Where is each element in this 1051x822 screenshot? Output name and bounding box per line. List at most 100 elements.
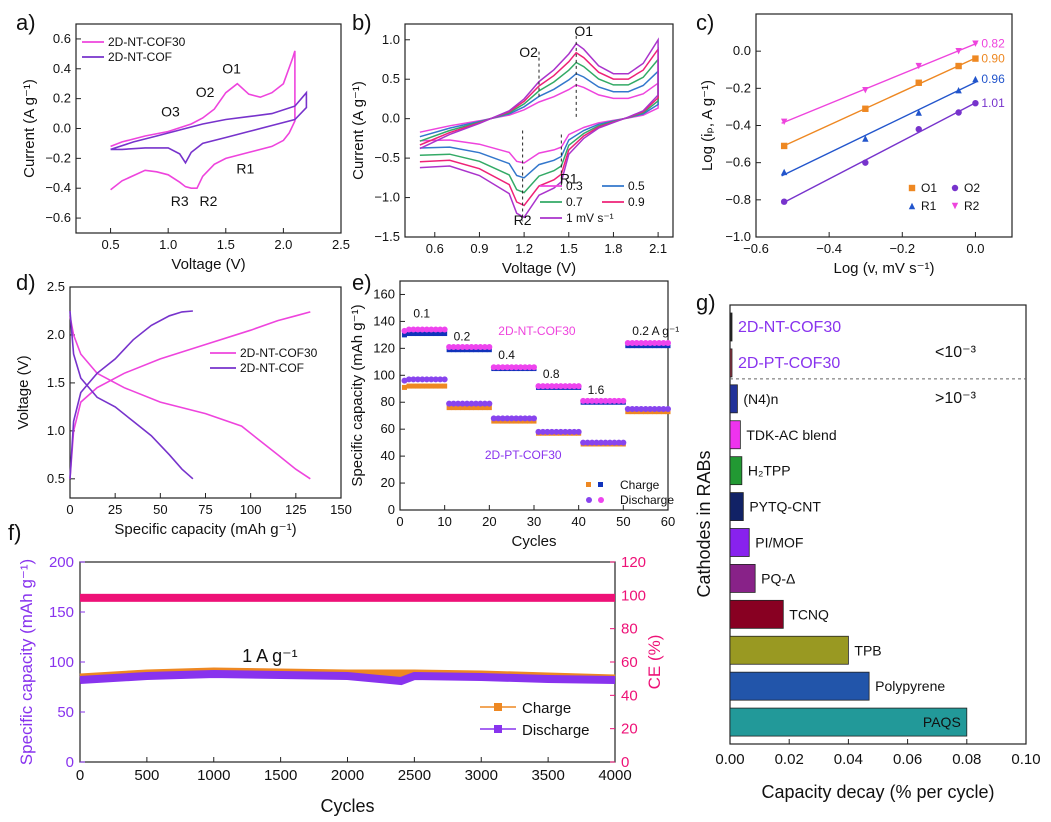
legend-label: R2 (964, 199, 980, 213)
legend-label: 0.5 (628, 179, 645, 193)
pt-discharge-point (598, 439, 604, 446)
peak-label: O2 (519, 44, 538, 60)
pt-discharge-point (499, 415, 506, 422)
nt-discharge-point (624, 339, 631, 346)
bar-label: PYTQ-CNT (749, 499, 821, 515)
pt-discharge-point (504, 415, 511, 422)
pt-charge-point (451, 405, 457, 411)
pt-charge-point (477, 405, 483, 411)
y-tick-label: 0.2 (53, 91, 71, 106)
x-tick-label: −0.2 (889, 241, 915, 256)
nt-discharge-point (455, 344, 462, 351)
y2-tick-label: 0 (621, 754, 629, 771)
nt-discharge-point (437, 326, 444, 333)
pt-discharge-point (508, 415, 515, 422)
legend-label: 2D-NT-COF (240, 361, 304, 375)
x-tick-label: 0.10 (1011, 751, 1040, 768)
threshold-high-label: >10⁻³ (935, 390, 977, 407)
fit-line-R1 (781, 80, 978, 177)
nt-discharge-point (508, 364, 515, 371)
legend-label: 0.9 (628, 195, 645, 209)
x-tick-label: 1.8 (604, 241, 622, 256)
y-tick-label: 0 (388, 502, 395, 517)
data-point-O2 (972, 100, 979, 107)
nt-discharge-point (441, 326, 448, 333)
slope-label: 0.96 (981, 72, 1005, 86)
bar-label: TPB (854, 642, 881, 658)
data-point-R2 (862, 86, 869, 94)
data-point-O2 (955, 109, 962, 116)
pt-discharge-point (455, 400, 462, 407)
nt-discharge-point (642, 339, 649, 346)
pt-discharge-point (441, 376, 448, 383)
pt-charge-point (406, 383, 412, 389)
bar-3 (729, 420, 741, 450)
x-tick-label: 0.0 (966, 241, 984, 256)
nt-discharge-point (464, 344, 470, 351)
panel-label-g: g) (696, 290, 716, 315)
nt-discharge-point (428, 326, 435, 333)
series-label-nt: 2D-NT-COF30 (498, 324, 576, 338)
y-tick-label: 2.0 (47, 327, 65, 342)
pt-charge-point (460, 405, 466, 411)
nt-discharge-point (651, 339, 658, 346)
ce-series-band (80, 593, 615, 602)
y-axis-label: Current (A g⁻¹) (21, 79, 38, 178)
bar-0 (729, 312, 733, 342)
pt-charge-point (473, 405, 479, 411)
x-tick-label: 1.5 (560, 241, 578, 256)
y-tick-label: −0.4 (45, 180, 71, 195)
pt-discharge-point (428, 376, 435, 383)
nt-discharge-point (481, 344, 488, 351)
bar-8 (729, 599, 784, 629)
pt-discharge-point (477, 400, 484, 407)
pt-discharge-point (472, 400, 479, 407)
rate-label: 1.6 (588, 383, 605, 397)
peak-label: R2 (514, 212, 532, 228)
pt-discharge-point (423, 376, 430, 383)
pt-discharge-point (580, 439, 587, 446)
pt-charge-point (442, 383, 448, 389)
discharge-series-line (79, 669, 616, 686)
y-tick-label: 0.0 (53, 121, 71, 136)
pt-discharge-point (522, 415, 529, 422)
nt-discharge-point (490, 364, 497, 371)
legend-marker (908, 202, 916, 210)
y-tick-label: 1.0 (382, 32, 400, 47)
pt-discharge-point (615, 439, 622, 446)
plot-frame (69, 286, 342, 499)
legend-label: 2D-NT-COF30 (108, 35, 186, 49)
pt-charge-point (424, 383, 430, 389)
y-tick-label: 140 (373, 313, 395, 328)
data-point-R1 (915, 109, 922, 116)
nt-discharge-point (539, 383, 546, 390)
panel-label-a: a) (16, 10, 36, 35)
gcd-curve (69, 311, 311, 479)
chart-panel-b: 0.6 0.9 1.2 1.5 1.8 2.1 −1.5 −1.0 −0.5 0.0 0.5 1.0 V… (350, 23, 674, 277)
x-tick-label: 2.5 (332, 237, 350, 252)
legend-label: 0.7 (566, 195, 583, 209)
y-tick-label: −0.4 (725, 118, 751, 133)
slope-label: 1.01 (981, 96, 1005, 110)
pt-discharge-point (642, 405, 649, 412)
y-tick-label: −0.8 (725, 192, 751, 207)
nt-discharge-point (517, 364, 524, 371)
pt-charge-point (415, 383, 421, 389)
pt-discharge-point (620, 439, 627, 446)
pt-charge-point (401, 384, 407, 390)
rate-label: 0.8 (543, 367, 560, 381)
pt-discharge-point (624, 405, 631, 412)
gcd-curve (69, 315, 311, 480)
plot-frame (404, 23, 674, 238)
x-tick-label: 50 (153, 502, 167, 517)
cv-curve-0.7 (419, 57, 659, 194)
nt-discharge-point (580, 397, 587, 404)
x-tick-label: 0.06 (893, 751, 922, 768)
x-tick-label: 1500 (264, 767, 297, 784)
x-tick-label: 50 (616, 514, 630, 529)
nt-discharge-point (535, 383, 542, 390)
x-tick-label: 25 (108, 502, 122, 517)
y2-tick-label: 20 (621, 721, 638, 738)
y-tick-label: −0.2 (45, 150, 71, 165)
peak-label: O2 (196, 84, 215, 100)
